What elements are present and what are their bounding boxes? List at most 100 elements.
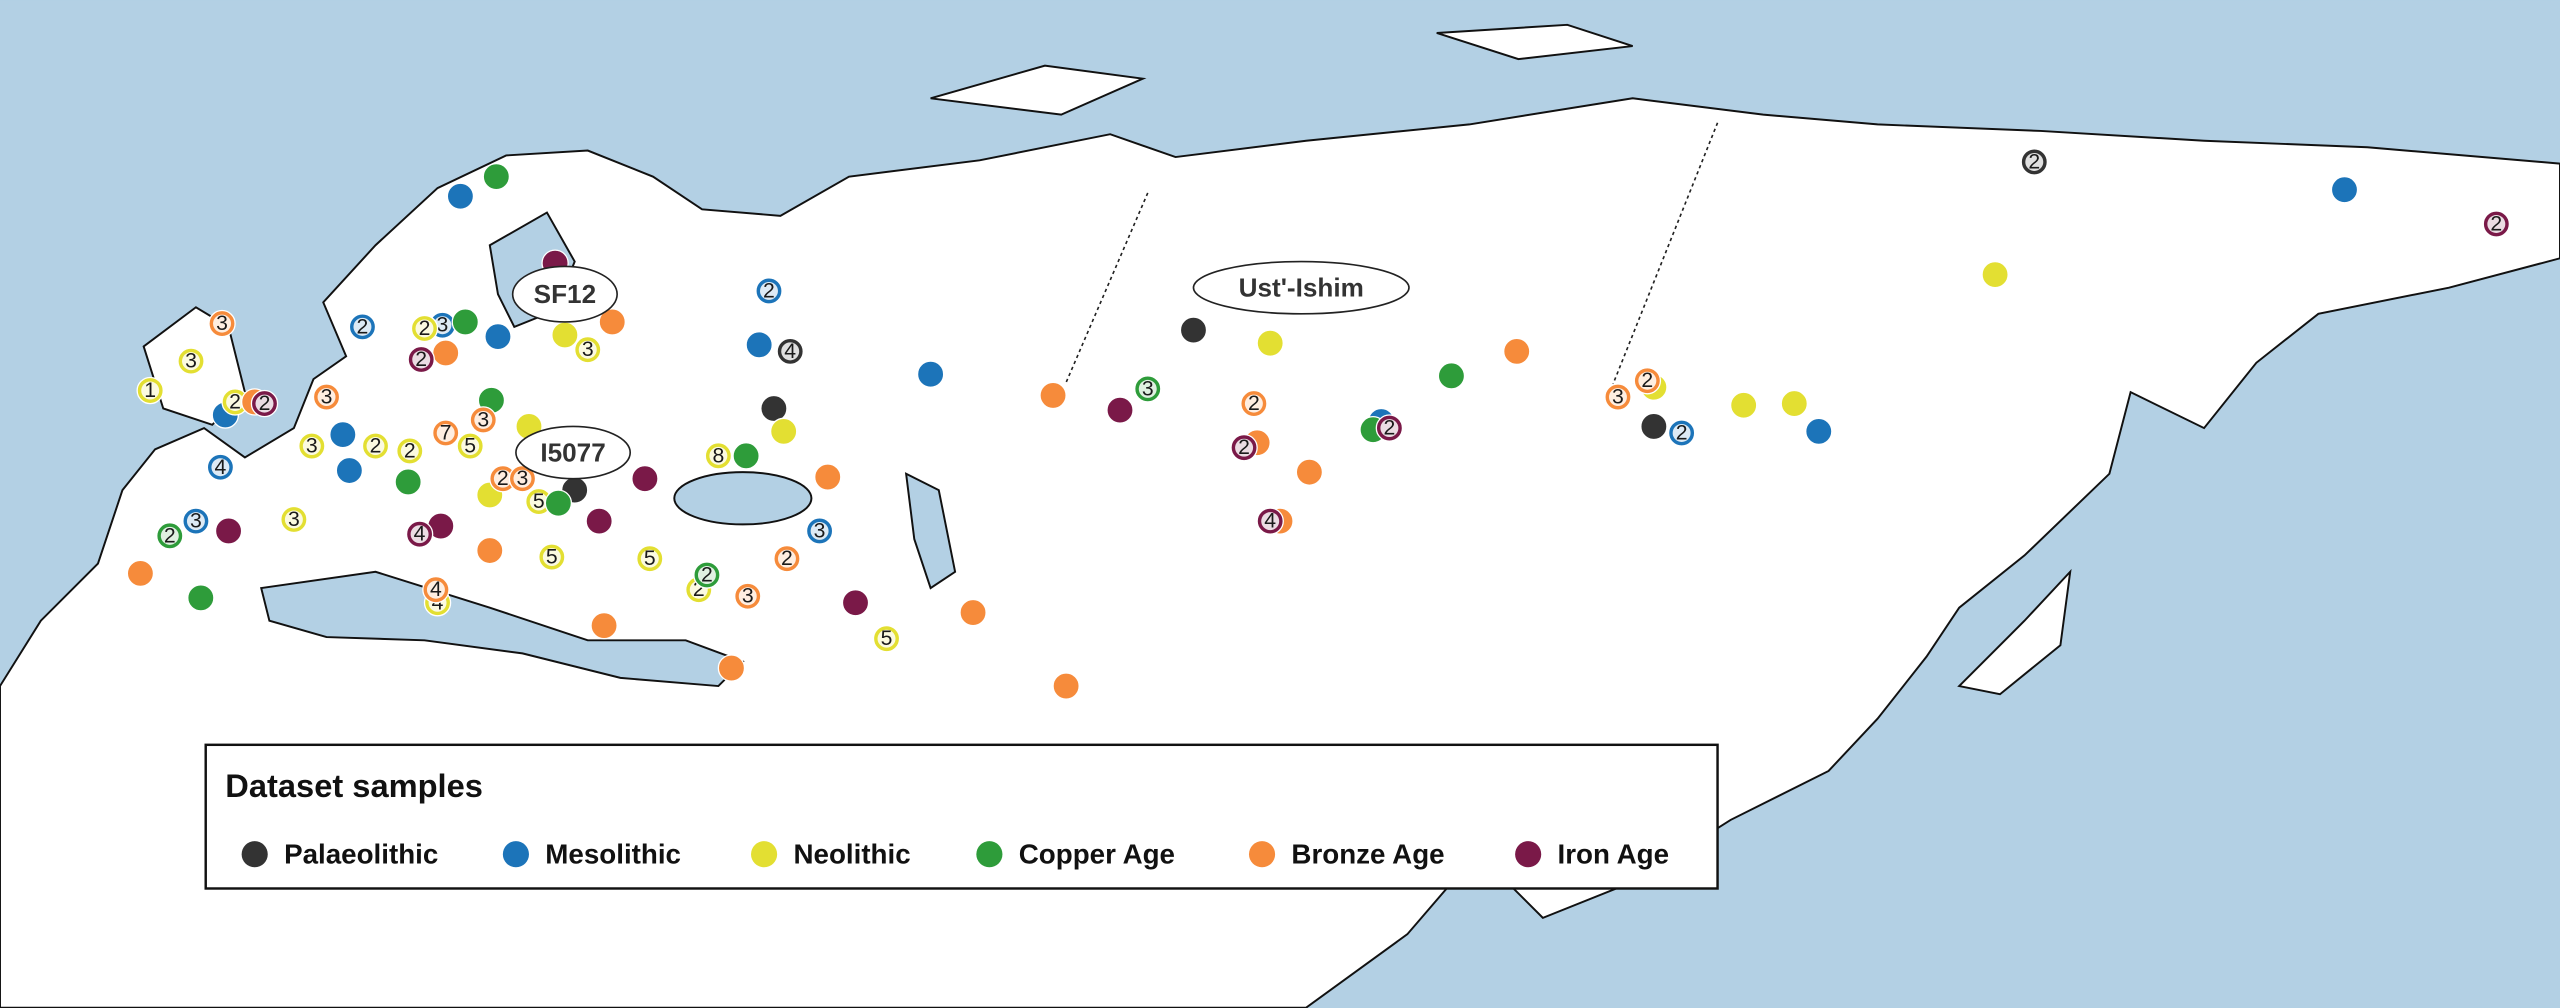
count-halo [213, 314, 232, 333]
sample-dot [1981, 260, 2009, 289]
legend-swatch [241, 841, 268, 868]
count-halo [412, 350, 431, 369]
sample-count: 3 [190, 510, 202, 533]
sample-dot [631, 464, 659, 493]
count-halo [578, 340, 597, 359]
sample-count: 4 [784, 340, 796, 363]
legend: Dataset samples Palaeolithic Mesolithic Ne… [204, 743, 1719, 890]
count-halo [1380, 419, 1399, 438]
count-halo [2025, 152, 2044, 171]
sample-count: 2 [1238, 436, 1250, 459]
count-halo [738, 587, 757, 606]
legend-label: Palaeolithic [284, 839, 438, 870]
sample-dot [482, 162, 511, 191]
sample-dot [432, 339, 460, 367]
sample-count: 2 [763, 279, 775, 302]
sample-dot [1256, 329, 1284, 357]
count-halo [1244, 394, 1263, 413]
sample-count: 2 [781, 547, 793, 570]
sample-count: 3 [288, 508, 300, 531]
sample-count: 3 [185, 350, 197, 373]
sample-dot [446, 182, 475, 210]
samples: 4222343323555252253123348232233732323223… [126, 148, 2511, 700]
count-halo [513, 469, 532, 488]
legend-swatch [502, 841, 529, 868]
sample-dot [841, 589, 870, 617]
legend-label: Neolithic [793, 839, 910, 870]
sample-count: 5 [533, 490, 545, 513]
sample-dot [1805, 417, 1833, 446]
count-halo [1638, 371, 1657, 390]
legend-swatch [751, 841, 778, 868]
count-halo [877, 629, 896, 648]
sample-count: 2 [419, 317, 431, 340]
sample-count: 1 [144, 379, 156, 402]
legend-swatch [976, 841, 1003, 868]
count-halo [760, 281, 778, 300]
sample-dot [126, 559, 155, 588]
sample-count: 2 [1676, 421, 1688, 444]
legend-label: Bronze Age [1291, 839, 1444, 870]
sample-count: 3 [742, 585, 754, 608]
count-halo [353, 317, 372, 336]
count-halo [461, 437, 480, 456]
sample-dot [590, 611, 618, 640]
sample-dot [1437, 362, 1466, 390]
count-halo [1235, 438, 1254, 457]
sample-count: 4 [215, 456, 227, 479]
sample-dot [214, 517, 243, 545]
count-halo [1672, 424, 1691, 442]
count-halo [640, 549, 659, 568]
count-halo [400, 441, 419, 460]
sample-count: 5 [464, 435, 476, 458]
sample-dot [745, 331, 773, 359]
sample-dot [1729, 391, 1758, 419]
count-halo [493, 469, 512, 488]
sample-dot [769, 417, 798, 446]
sample-dot [551, 321, 579, 349]
count-halo [529, 492, 548, 511]
sample-count: 4 [430, 578, 442, 601]
sample-count: 5 [546, 546, 558, 569]
sample-count: 2 [229, 390, 241, 413]
sample-count: 3 [1612, 386, 1624, 409]
sample-dot [598, 308, 626, 336]
sample-dot [2330, 175, 2359, 204]
legend-label: Copper Age [1019, 839, 1175, 870]
sample-count: 2 [2028, 150, 2040, 173]
sample-dot [335, 456, 364, 485]
sample-count: 2 [1641, 369, 1653, 392]
sample-dot [1780, 389, 1808, 418]
sample-dot [717, 654, 746, 682]
sample-count: 2 [404, 439, 416, 462]
sample-count: 2 [497, 467, 509, 490]
callout-bubble [515, 425, 632, 480]
legend-swatch [1515, 841, 1542, 868]
sample-dot [544, 489, 573, 517]
sample-count: 7 [440, 421, 452, 444]
sample-count: 2 [259, 392, 271, 415]
count-halo [182, 352, 200, 371]
callout-line [1065, 192, 1149, 383]
sample-count: 2 [693, 578, 705, 601]
sample-dot [585, 507, 613, 535]
sample-count: 3 [216, 312, 228, 335]
sample-dot [394, 468, 422, 496]
count-halo [542, 548, 561, 567]
sample-count: 3 [1142, 377, 1154, 400]
count-halo [810, 521, 829, 540]
count-halo [426, 580, 445, 599]
legend-label: Mesolithic [545, 839, 681, 870]
count-halo [255, 394, 274, 413]
sample-count: 3 [582, 338, 594, 361]
callout-lines [1065, 122, 1719, 385]
legend-box [204, 743, 1719, 890]
count-halo [186, 512, 205, 531]
callout-bubble [511, 265, 618, 323]
count-halo [160, 526, 179, 545]
count-halo [2487, 215, 2506, 233]
sample-dot [732, 442, 760, 470]
sample-dot [814, 463, 842, 491]
